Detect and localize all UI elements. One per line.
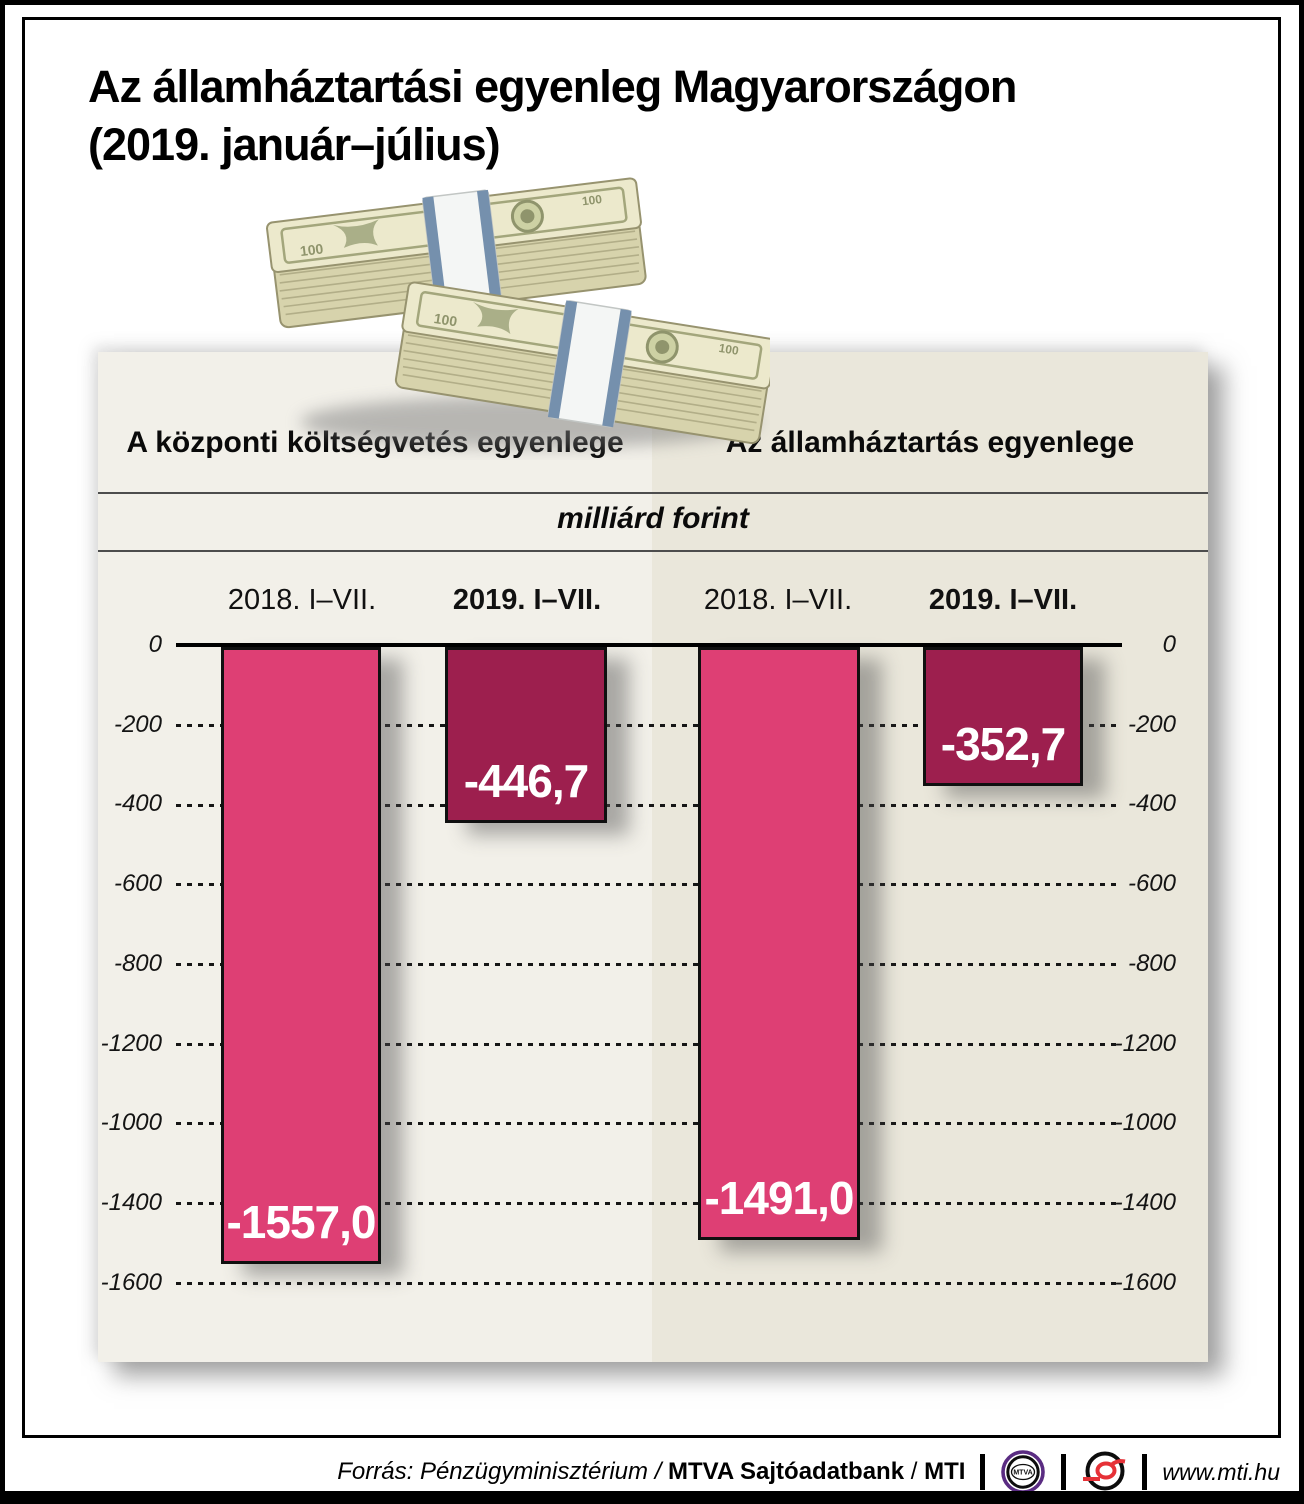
bar-2018-general-government: -1491,0 [698, 647, 860, 1240]
bar-value-label: -1491,0 [704, 1172, 854, 1224]
gridline [176, 804, 1122, 807]
footer-divider [1142, 1454, 1148, 1490]
website-link: www.mti.hu [1162, 1458, 1280, 1485]
title-line-2: (2019. január–július) [88, 119, 501, 170]
y-tick-right: -600 [1127, 870, 1176, 897]
bar-2019-central-budget: -446,7 [445, 647, 607, 823]
y-tick-right: -1400 [1114, 1189, 1176, 1216]
gridline [176, 963, 1122, 966]
y-tick-left: -200 [113, 711, 162, 738]
column-label-2018-right: 2018. I–VII. [703, 584, 853, 616]
bar-value-label: -446,7 [463, 755, 589, 807]
unit-divider-line [98, 550, 1208, 552]
gridline [176, 1282, 1122, 1285]
column-label-2019-left: 2019. I–VII. [452, 584, 602, 616]
unit-label: milliárd forint [557, 502, 749, 535]
mtva-logo: MTVA [1001, 1450, 1046, 1494]
gridline [176, 1122, 1122, 1125]
source-separator: / [904, 1458, 925, 1485]
svg-text:MTVA: MTVA [1014, 1470, 1033, 1477]
y-tick-right: -1000 [1114, 1109, 1176, 1136]
y-tick-left: -1000 [100, 1109, 162, 1136]
right-panel-header: Az államháztartás egyenlege [725, 426, 1135, 459]
y-tick-left: 0 [148, 631, 162, 658]
source-mtva: MTVA Sajtóadatbank [668, 1458, 905, 1485]
y-tick-right: -1600 [1114, 1269, 1176, 1296]
gridline [176, 724, 1122, 727]
y-tick-right: -1200 [1114, 1030, 1176, 1057]
y-tick-right: -800 [1127, 950, 1176, 977]
bar-2018-central-budget: -1557,0 [221, 647, 381, 1264]
y-tick-left: -600 [113, 870, 162, 897]
y-tick-left: -800 [113, 950, 162, 977]
mti-logo [1083, 1451, 1126, 1491]
bar-value-label: -352,7 [940, 718, 1066, 770]
footer: Forrás: Pénzügyminisztérium / MTVA Sajtó… [337, 1448, 1280, 1496]
y-tick-right: 0 [1162, 631, 1176, 658]
header-divider-line [98, 492, 1208, 494]
y-tick-left: -1600 [100, 1269, 162, 1296]
footer-divider [1061, 1454, 1067, 1490]
y-tick-left: -1400 [100, 1189, 162, 1216]
bar-value-label: -1557,0 [226, 1196, 376, 1248]
gridline [176, 883, 1122, 886]
y-tick-left: -400 [113, 790, 162, 817]
gridline [176, 1202, 1122, 1205]
footer-divider [980, 1454, 986, 1490]
money-stacks-illustration: 100 100 [264, 170, 770, 452]
source-mti: MTI [924, 1458, 966, 1485]
y-tick-right: -400 [1127, 790, 1176, 817]
column-label-2018-left: 2018. I–VII. [227, 584, 377, 616]
bar-2019-general-government: -352,7 [923, 647, 1083, 786]
y-tick-right: -200 [1127, 711, 1176, 738]
title-line-1: Az államháztartási egyenleg Magyarország… [88, 61, 1017, 112]
gridline [176, 1043, 1122, 1046]
column-label-2019-right: 2019. I–VII. [928, 584, 1078, 616]
y-tick-left: -1200 [100, 1030, 162, 1057]
source-credit: Forrás: Pénzügyminisztérium / MTVA Sajtó… [337, 1458, 965, 1486]
zero-axis-line [176, 643, 1122, 647]
chart-card: A központi költségvetés egyenlege Az áll… [98, 352, 1208, 1362]
page-title: Az államháztartási egyenleg Magyarország… [88, 58, 1017, 174]
source-prefix: Forrás: Pénzügyminisztérium / [337, 1458, 669, 1485]
